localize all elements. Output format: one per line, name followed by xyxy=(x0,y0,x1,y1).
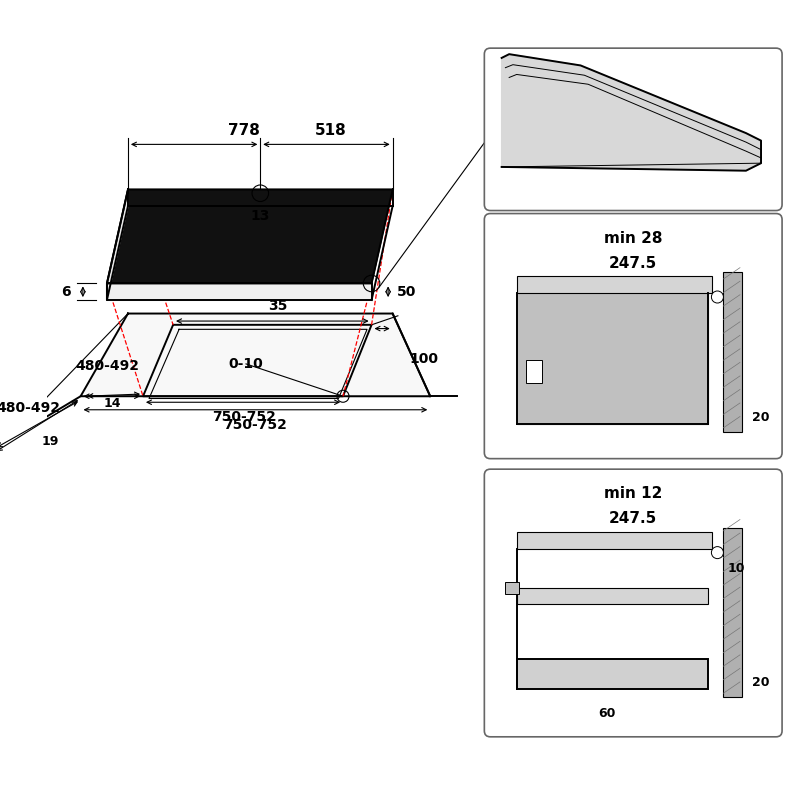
Text: 10: 10 xyxy=(727,562,745,575)
Bar xyxy=(517,294,708,424)
Bar xyxy=(517,276,712,294)
Text: min 28: min 28 xyxy=(604,231,662,246)
Bar xyxy=(517,659,708,690)
Circle shape xyxy=(711,291,723,303)
Text: 13: 13 xyxy=(250,209,270,223)
Text: 60: 60 xyxy=(598,707,615,720)
Text: 20: 20 xyxy=(752,410,770,424)
Polygon shape xyxy=(81,314,430,396)
Bar xyxy=(723,528,742,697)
Circle shape xyxy=(711,546,723,558)
Polygon shape xyxy=(107,190,128,300)
Text: 14: 14 xyxy=(103,398,121,410)
Bar xyxy=(526,360,542,382)
Polygon shape xyxy=(107,190,393,283)
FancyBboxPatch shape xyxy=(484,214,782,458)
Bar xyxy=(723,272,742,431)
Text: 778: 778 xyxy=(228,123,260,138)
Bar xyxy=(517,588,708,605)
Text: 247.5: 247.5 xyxy=(609,256,658,270)
FancyBboxPatch shape xyxy=(484,469,782,737)
Text: 6: 6 xyxy=(62,285,71,298)
Text: 750-752: 750-752 xyxy=(212,410,276,423)
Text: 247.5: 247.5 xyxy=(609,511,658,526)
Text: 480-492: 480-492 xyxy=(0,401,60,414)
Text: 518: 518 xyxy=(315,123,347,138)
Text: 35: 35 xyxy=(268,299,287,313)
Text: 50: 50 xyxy=(398,285,417,298)
Polygon shape xyxy=(502,54,761,170)
Text: 480-492: 480-492 xyxy=(75,359,139,373)
Text: 0-10: 0-10 xyxy=(229,357,263,371)
Text: min 12: min 12 xyxy=(604,486,662,502)
Text: 19: 19 xyxy=(42,435,59,448)
Polygon shape xyxy=(107,283,371,300)
Text: 100: 100 xyxy=(409,352,438,366)
FancyBboxPatch shape xyxy=(484,48,782,210)
Bar xyxy=(506,582,519,594)
Text: 20: 20 xyxy=(752,676,770,689)
Text: 750-752: 750-752 xyxy=(223,418,287,432)
Bar xyxy=(517,531,712,549)
